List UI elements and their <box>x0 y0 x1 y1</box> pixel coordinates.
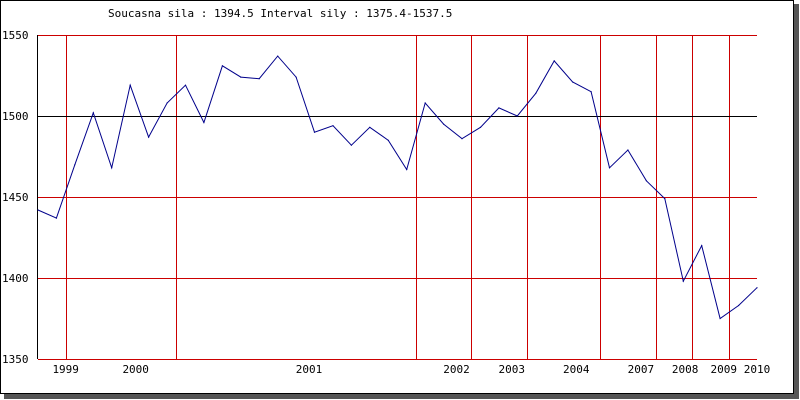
data-point-33 <box>645 180 648 182</box>
data-point-12 <box>258 78 260 80</box>
data-point-19 <box>387 139 389 141</box>
data-point-21 <box>424 102 426 104</box>
y-tick-label-1400: 1400 <box>2 272 29 285</box>
y-tick-label-1450: 1450 <box>2 191 29 204</box>
data-point-34 <box>664 198 666 200</box>
x-tick-label-2001: 2001 <box>296 363 323 376</box>
data-point-24 <box>479 126 482 128</box>
y-tick-labels: 1550 1500 1450 1400 1350 <box>2 29 29 366</box>
data-point-32 <box>627 149 629 151</box>
data-point-15 <box>313 131 316 133</box>
data-point-38 <box>738 304 740 307</box>
data-point-8 <box>184 84 187 86</box>
data-point-9 <box>203 121 205 124</box>
x-tick-label-2003: 2003 <box>499 363 526 376</box>
data-point-13 <box>277 55 279 57</box>
data-point-31 <box>608 167 611 169</box>
data-point-7 <box>166 102 168 104</box>
data-point-35 <box>682 280 684 282</box>
y-tick-label-1550: 1550 <box>2 29 29 42</box>
data-point-36 <box>701 245 703 247</box>
horizontal-gridlines <box>38 35 757 360</box>
x-tick-label-2002: 2002 <box>443 363 470 376</box>
data-point-10 <box>221 65 223 67</box>
data-point-27 <box>535 92 537 94</box>
x-tick-label-1999: 1999 <box>52 363 79 376</box>
x-tick-label-2008: 2008 <box>672 363 699 376</box>
data-point-0 <box>37 209 39 211</box>
series-group <box>37 55 758 320</box>
data-point-22 <box>443 123 445 125</box>
x-tick-label-2010: 2010 <box>744 363 771 376</box>
data-point-18 <box>369 126 371 128</box>
chart-title: Soucasna sila : 1394.5 Interval sily : 1… <box>108 7 452 20</box>
data-point-30 <box>590 91 592 93</box>
data-point-20 <box>406 168 408 171</box>
y-tick-label-1500: 1500 <box>2 110 29 123</box>
data-point-11 <box>240 76 242 78</box>
x-tick-label-2007: 2007 <box>628 363 655 376</box>
data-point-16 <box>332 125 334 127</box>
data-point-29 <box>572 81 574 83</box>
data-point-23 <box>461 138 463 140</box>
data-point-25 <box>498 107 500 109</box>
x-tick-labels: 1999 2000 2001 2002 2003 2004 2007 2008 2009 2010 <box>52 363 770 376</box>
x-tick-label-2000: 2000 <box>122 363 149 376</box>
data-point-28 <box>553 60 555 62</box>
x-tick-label-2004: 2004 <box>563 363 590 376</box>
data-point-5 <box>129 84 131 86</box>
series-line <box>37 55 758 320</box>
data-point-2 <box>74 164 76 166</box>
y-tick-label-1350: 1350 <box>2 353 29 366</box>
data-point-39 <box>756 287 758 289</box>
data-point-6 <box>148 136 150 138</box>
data-point-26 <box>516 115 518 117</box>
data-point-17 <box>350 144 352 146</box>
data-point-3 <box>92 112 94 114</box>
data-point-1 <box>55 217 58 219</box>
data-point-14 <box>295 76 297 78</box>
x-tick-label-2009: 2009 <box>711 363 738 376</box>
data-point-4 <box>111 167 113 169</box>
data-point-37 <box>719 317 721 320</box>
